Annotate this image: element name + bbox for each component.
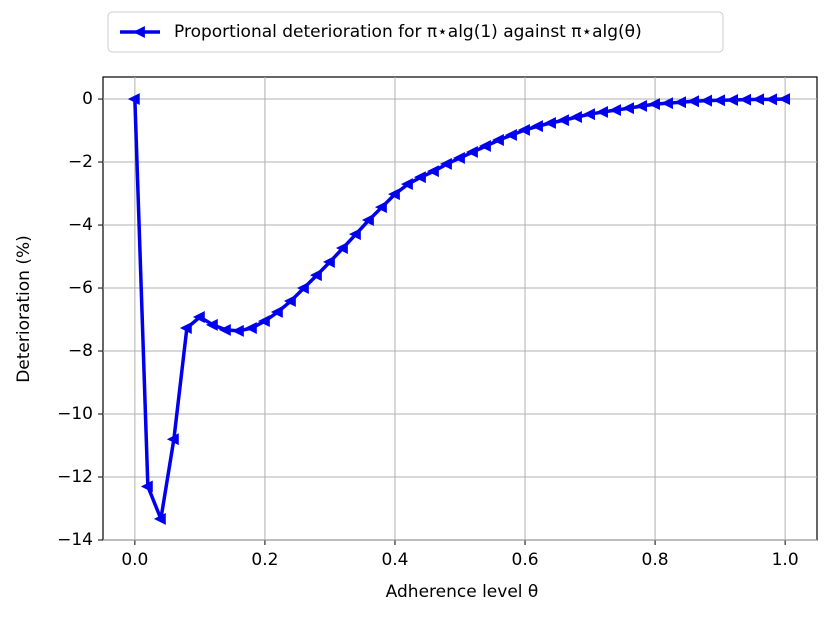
x-tick-label: 0.6	[512, 550, 539, 570]
y-tick-label: −10	[57, 404, 93, 424]
x-tick-label: 0.8	[642, 550, 669, 570]
y-tick-label: −12	[57, 467, 93, 487]
marker	[296, 282, 309, 294]
marker	[544, 117, 556, 129]
marker	[166, 433, 179, 446]
y-tick-label: −14	[57, 530, 93, 550]
marker	[413, 171, 426, 184]
marker	[231, 324, 244, 337]
marker	[674, 96, 686, 109]
marker	[400, 178, 413, 191]
marker	[439, 157, 452, 170]
marker	[661, 97, 673, 110]
marker	[127, 93, 140, 105]
marker	[205, 318, 218, 331]
y-tick-label: −8	[68, 341, 93, 361]
marker	[739, 93, 752, 106]
marker	[505, 129, 517, 141]
legend-label: Proportional deterioration for π⋆alg(1) …	[174, 22, 642, 42]
marker	[270, 306, 283, 318]
marker	[518, 123, 530, 136]
marker	[153, 512, 166, 525]
marker	[713, 94, 726, 107]
marker	[453, 151, 465, 164]
marker	[687, 95, 699, 108]
marker	[609, 104, 621, 117]
y-tick-label: −6	[68, 278, 93, 298]
marker	[335, 242, 348, 254]
marker	[179, 322, 192, 334]
marker	[596, 106, 608, 118]
marker	[257, 315, 270, 328]
marker	[192, 311, 205, 323]
legend-box	[107, 11, 724, 53]
x-tick-label: 0.4	[381, 550, 408, 570]
marker	[140, 480, 153, 493]
x-axis-label: Adherence level θ	[386, 582, 539, 602]
y-axis-label: Deterioration (%)	[14, 235, 34, 383]
marker	[374, 201, 387, 214]
marker	[622, 102, 634, 115]
y-tick-label: −4	[68, 215, 93, 235]
marker	[648, 98, 660, 111]
marker	[583, 108, 595, 121]
marker	[635, 100, 647, 112]
marker	[531, 120, 543, 133]
marker	[309, 269, 322, 282]
legend-marker	[133, 26, 145, 38]
marker	[479, 140, 491, 152]
marker	[726, 94, 739, 106]
marker	[570, 111, 582, 123]
marker	[492, 134, 504, 146]
marker	[322, 255, 335, 268]
marker	[765, 93, 778, 106]
marker	[752, 93, 765, 106]
marker	[387, 188, 400, 201]
x-tick-label: 0.0	[121, 550, 148, 570]
marker	[426, 165, 439, 178]
x-tick-label: 0.2	[251, 550, 278, 570]
y-tick-label: 0	[82, 89, 93, 109]
marker	[700, 94, 713, 107]
marker	[466, 146, 478, 158]
plot-frame	[102, 76, 818, 541]
marker	[361, 214, 374, 226]
marker	[218, 323, 231, 336]
marker	[283, 294, 296, 307]
x-tick-label: 1.0	[772, 550, 799, 570]
y-tick-label: −2	[68, 152, 93, 172]
marker	[557, 114, 569, 127]
marker	[778, 93, 791, 105]
marker	[244, 322, 257, 334]
marker	[348, 228, 361, 241]
